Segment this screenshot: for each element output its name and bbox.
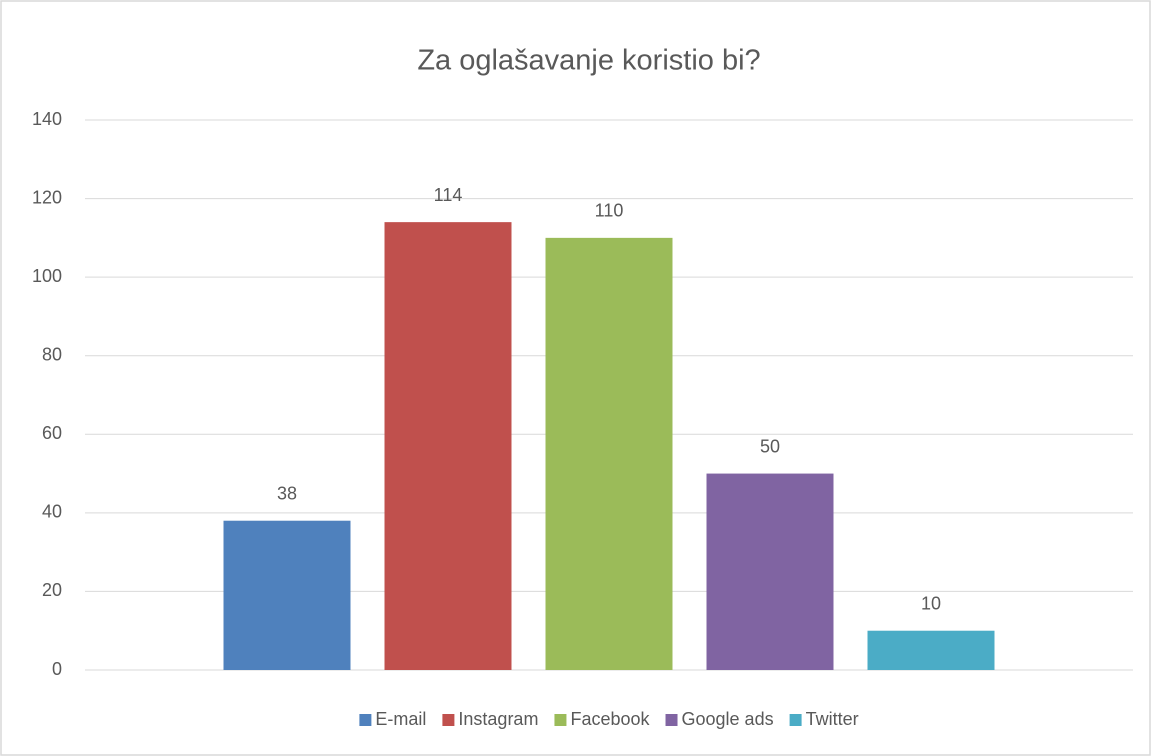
data-label: 38 <box>277 483 297 503</box>
y-tick-label: 100 <box>32 266 62 286</box>
bar <box>384 222 512 670</box>
y-tick-label: 140 <box>32 109 62 129</box>
chart-title: Za oglašavanje koristio bi? <box>417 45 760 77</box>
legend-label: E-mail <box>375 709 426 729</box>
data-label: 10 <box>921 593 941 613</box>
legend-label: Twitter <box>806 709 859 729</box>
bar <box>706 473 834 670</box>
y-tick-label: 60 <box>42 423 62 443</box>
data-label: 110 <box>595 201 624 221</box>
y-tick-label: 40 <box>42 502 62 522</box>
y-tick-label: 120 <box>32 187 62 207</box>
bar <box>867 630 995 670</box>
bar <box>223 520 351 670</box>
bar <box>545 237 673 670</box>
data-label: 114 <box>434 185 463 205</box>
y-tick-label: 80 <box>42 344 62 364</box>
data-label: 50 <box>760 436 780 456</box>
legend-label: Instagram <box>458 709 538 729</box>
legend-swatch <box>789 714 802 726</box>
legend-label: Facebook <box>570 709 650 729</box>
legend-label: Google ads <box>682 709 774 729</box>
legend-swatch <box>665 714 678 726</box>
legend-swatch <box>442 714 455 726</box>
y-tick-label: 0 <box>52 659 62 679</box>
y-tick-label: 20 <box>42 580 62 600</box>
legend-swatch <box>554 714 567 726</box>
legend-swatch <box>359 714 372 726</box>
